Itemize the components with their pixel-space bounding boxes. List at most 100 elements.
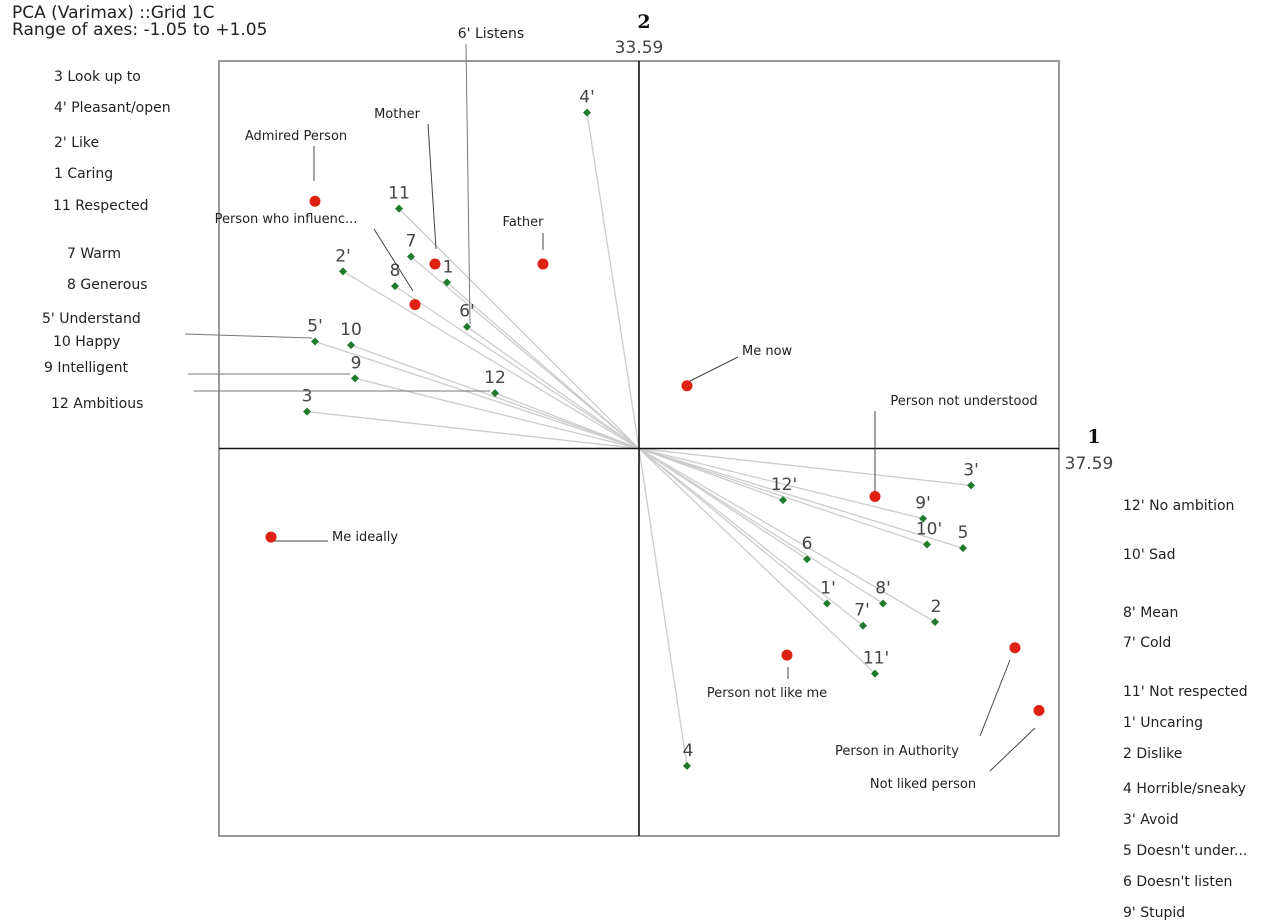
construct-label-6: 6' <box>459 302 475 322</box>
element-label-father: Father <box>503 215 545 230</box>
construct-point-3 <box>303 407 311 416</box>
construct-point-12 <box>779 496 787 505</box>
element-leader-me-now <box>689 356 739 382</box>
element-label-person-not-understood: Person not understood <box>890 394 1037 409</box>
construct-label-2: 2 <box>931 597 942 617</box>
right-pole-label-12-no-ambition: 12' No ambition <box>1123 498 1234 514</box>
construct-point-2 <box>339 267 347 276</box>
right-pole-label-7-cold: 7' Cold <box>1123 635 1171 651</box>
element-point-me-now <box>681 380 693 392</box>
right-pole-label-9-stupid: 9' Stupid <box>1123 905 1185 920</box>
construct-point-10 <box>347 341 355 350</box>
construct-vector-11 <box>638 448 876 675</box>
construct-point-1 <box>443 278 451 287</box>
construct-label-7: 7 <box>406 232 417 252</box>
top-pole-pointer <box>465 43 471 325</box>
element-point-me-ideally <box>265 531 277 543</box>
left-pole-label-11-respected: 11 Respected <box>53 198 148 214</box>
construct-point-11 <box>871 669 879 678</box>
construct-label-11: 11 <box>388 184 410 204</box>
construct-label-2: 2' <box>335 246 351 266</box>
construct-vector-12 <box>494 392 640 450</box>
left-pole-label-5-understand: 5' Understand <box>42 311 141 327</box>
construct-vector-8 <box>638 447 884 605</box>
left-pole-label-8-generous: 8 Generous <box>67 277 148 293</box>
construct-point-2 <box>931 617 939 626</box>
left-pole-pointer-1 <box>184 333 313 339</box>
axis-1-percent: 37.59 <box>1065 454 1114 474</box>
construct-label-3: 3 <box>302 387 313 407</box>
construct-label-12: 12' <box>771 475 797 495</box>
left-pole-label-9-intelligent: 9 Intelligent <box>44 360 129 376</box>
construct-vector-5 <box>638 447 964 549</box>
axis-2-percent: 33.59 <box>615 38 664 58</box>
construct-label-1: 1' <box>820 579 836 599</box>
left-pole-label-3-look-up-to: 3 Look up to <box>54 69 141 85</box>
element-leader-person-in-authority <box>979 659 1011 737</box>
construct-point-7 <box>859 621 867 630</box>
element-label-admired-person: Admired Person <box>245 129 347 144</box>
construct-vector-9 <box>638 447 924 520</box>
construct-point-10 <box>923 540 931 549</box>
construct-label-12: 12 <box>484 368 506 388</box>
element-point-admired-person <box>309 195 321 207</box>
right-pole-label-2-dislike: 2 Dislike <box>1123 746 1182 762</box>
construct-label-9: 9 <box>351 353 362 373</box>
construct-point-6 <box>803 555 811 564</box>
construct-vector-7 <box>410 256 640 449</box>
construct-point-9 <box>919 514 927 523</box>
element-leader-not-liked-person <box>989 727 1036 772</box>
left-pole-label-12-ambitious: 12 Ambitious <box>51 396 143 412</box>
construct-point-11 <box>395 204 403 213</box>
construct-point-8 <box>391 282 399 291</box>
construct-vector-3 <box>638 447 972 487</box>
construct-vector-8 <box>394 285 640 450</box>
element-point-person-not-like-me <box>781 649 793 661</box>
construct-point-3 <box>967 481 975 490</box>
construct-point-4 <box>683 761 691 770</box>
right-pole-label-3-avoid: 3' Avoid <box>1123 812 1179 828</box>
element-label-person-who-influenc: Person who influenc... <box>215 212 358 227</box>
right-pole-label-11-not-respected: 11' Not respected <box>1123 684 1248 700</box>
construct-vector-2 <box>342 270 640 450</box>
right-pole-label-6-doesn-t-listen: 6 Doesn't listen <box>1123 874 1232 890</box>
chart-title: PCA (Varimax) ::Grid 1C <box>12 3 215 23</box>
construct-vector-5 <box>314 340 640 450</box>
construct-point-12 <box>491 389 499 398</box>
construct-label-11: 11' <box>863 649 889 669</box>
construct-vector-3 <box>306 410 640 450</box>
construct-label-6: 6 <box>802 534 813 554</box>
element-label-me-now: Me now <box>742 344 793 359</box>
construct-label-4: 4 <box>683 741 694 761</box>
element-label-not-liked-person: Not liked person <box>870 777 976 792</box>
element-point-person-in-authority <box>1009 642 1021 654</box>
element-label-person-in-authority: Person in Authority <box>835 744 959 759</box>
chart-subtitle: Range of axes: -1.05 to +1.05 <box>12 20 268 40</box>
construct-vector-4 <box>586 112 640 449</box>
construct-label-8: 8 <box>390 261 401 281</box>
right-pole-label-8-mean: 8' Mean <box>1123 605 1178 621</box>
element-point-mother <box>429 258 441 270</box>
construct-label-3: 3' <box>963 460 979 480</box>
construct-label-10: 10' <box>916 519 942 539</box>
right-pole-label-1-uncaring: 1' Uncaring <box>1123 715 1203 731</box>
construct-vector-4 <box>638 448 688 766</box>
construct-point-7 <box>407 252 415 261</box>
construct-vector-7 <box>638 447 864 627</box>
construct-vector-1 <box>446 281 640 449</box>
construct-point-8 <box>879 599 887 608</box>
construct-vector-2 <box>638 447 936 623</box>
axis-1-number: 1 <box>1087 426 1100 448</box>
construct-vector-9 <box>354 377 640 450</box>
element-point-father <box>537 258 549 270</box>
left-pole-label-7-warm: 7 Warm <box>67 246 121 262</box>
element-point-not-liked-person <box>1033 705 1045 717</box>
construct-label-8: 8' <box>875 579 891 599</box>
left-pole-label-10-happy: 10 Happy <box>53 334 120 350</box>
element-leader-mother <box>427 123 437 250</box>
right-pole-label-5-doesn-t-under: 5 Doesn't under... <box>1123 843 1247 859</box>
construct-point-6 <box>463 322 471 331</box>
element-label-person-not-like-me: Person not like me <box>707 686 827 701</box>
construct-vector-1 <box>638 447 828 605</box>
